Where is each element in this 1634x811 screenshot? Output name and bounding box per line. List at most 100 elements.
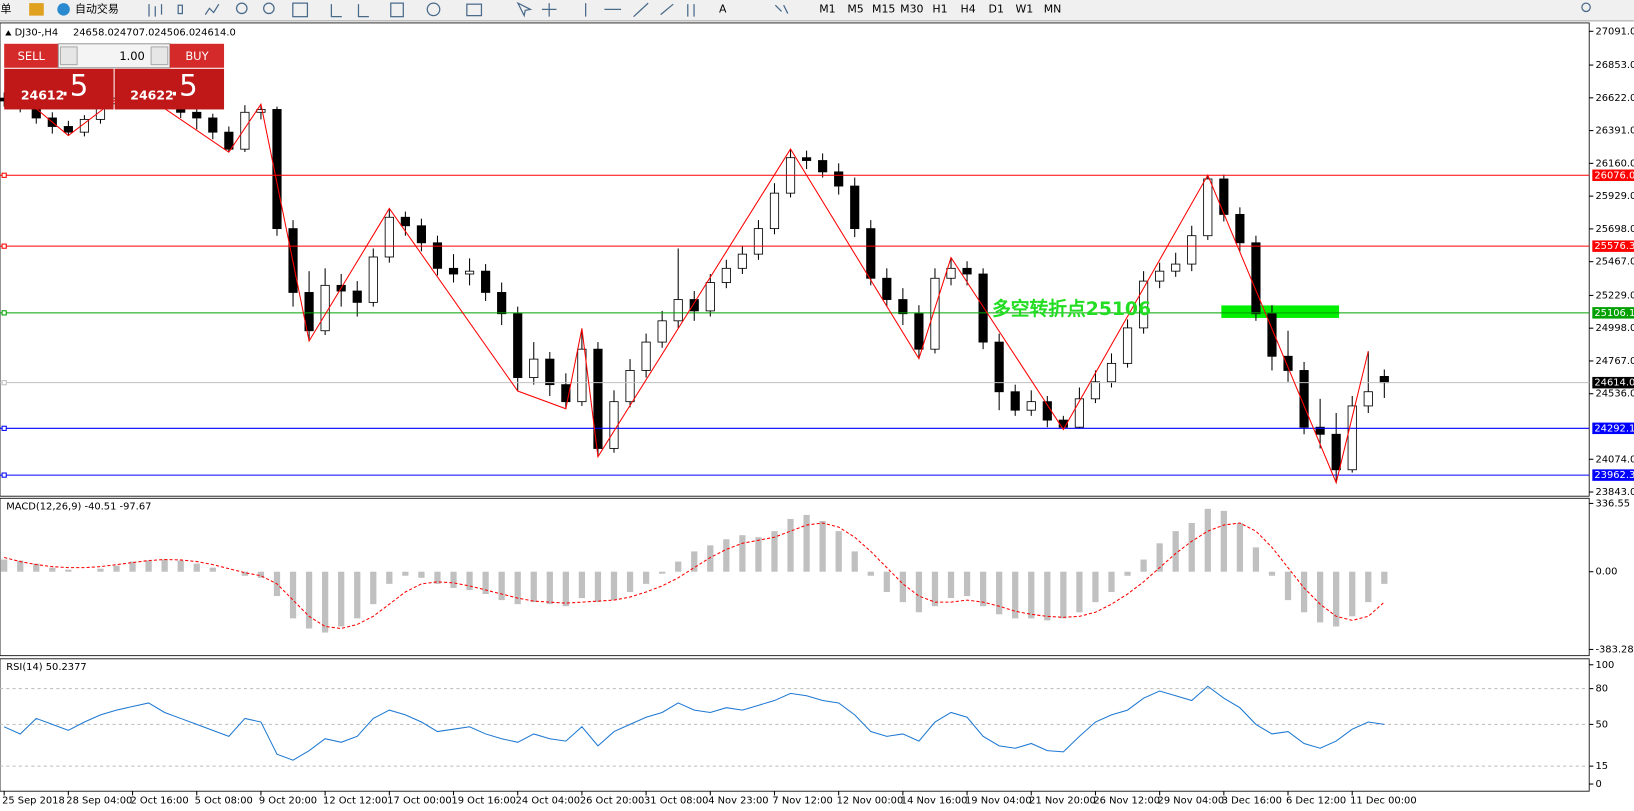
macd-bar [289, 571, 297, 619]
icon-zoom-in[interactable] [235, 2, 248, 15]
y-tick-label: 0 [1595, 779, 1601, 790]
ask-box[interactable] [114, 68, 225, 110]
icon-auto[interactable] [57, 3, 70, 16]
one-click-trading: SELL 1.00 BUY 24612 .5 24622 .5 [4, 43, 225, 110]
icon-cursor[interactable] [516, 1, 533, 18]
macd-bar [867, 571, 874, 576]
timeframe-button[interactable]: H4 [961, 2, 976, 15]
candle-body [818, 160, 828, 173]
timeframe-button[interactable]: M15 [872, 2, 895, 15]
y-tick-label: -383.28 [1595, 644, 1633, 655]
y-tick-label: 24074.0 [1595, 454, 1634, 465]
macd-bar [1044, 571, 1051, 621]
buy-button[interactable] [169, 43, 225, 68]
macd-bar [707, 545, 714, 572]
macd-bar [482, 571, 489, 595]
x-tick-label: 12 Nov 00:00 [837, 796, 904, 807]
quote-value: 24506.0 [154, 27, 195, 38]
candle-body [192, 111, 202, 119]
timeframe-button[interactable]: M1 [819, 2, 835, 15]
timeframe-button[interactable]: MN [1044, 2, 1062, 15]
macd-bar [1092, 571, 1099, 603]
rsi-panel [0, 658, 1590, 792]
x-tick-label: 9 Oct 20:00 [259, 796, 317, 807]
macd-bar [1028, 571, 1035, 619]
level-label: 24614.0 [1594, 378, 1634, 389]
candle-body [497, 292, 507, 315]
candle-body [1363, 391, 1373, 407]
candle-body [272, 109, 282, 230]
x-tick-label: 14 Nov 16:00 [901, 796, 968, 807]
candle-body [561, 384, 571, 403]
y-tick-label: 50 [1595, 719, 1608, 730]
candle-body [673, 299, 683, 322]
timeframe-button[interactable]: H1 [932, 2, 947, 15]
bid-box[interactable] [4, 68, 114, 110]
candle-body [657, 320, 667, 343]
candle-body [1347, 405, 1357, 471]
macd-bar [659, 571, 666, 574]
icon-arrows[interactable] [774, 4, 789, 14]
text-tool[interactable]: A [719, 2, 727, 15]
timeframe-button[interactable]: D1 [989, 2, 1004, 15]
x-tick-label: 3 Dec 16:00 [1222, 796, 1282, 807]
x-tick-label: 31 Oct 08:00 [644, 796, 708, 807]
x-tick-label: 12 Oct 12:00 [323, 796, 387, 807]
macd-bar [1365, 571, 1372, 603]
volume-value[interactable]: 1.00 [119, 49, 145, 63]
icon-draw[interactable] [541, 2, 695, 18]
macd-bar [996, 571, 1003, 615]
macd-bar [578, 571, 586, 599]
auto-trading-button[interactable]: 自动交易 [75, 1, 119, 15]
timeframe-button[interactable]: W1 [1015, 2, 1033, 15]
candle-body [1283, 355, 1293, 371]
icon-indicators[interactable] [390, 2, 404, 18]
level-handle [1, 425, 7, 431]
candle-body [641, 341, 651, 371]
x-tick-label: 2 Oct 16:00 [130, 796, 188, 807]
candle-body [930, 277, 940, 350]
candle-body [1139, 280, 1149, 329]
macd-bar [193, 563, 200, 572]
macd-bar [1220, 510, 1227, 572]
candle-body [368, 256, 378, 303]
macd-panel [0, 497, 1590, 657]
candle-body [1235, 214, 1245, 244]
menu-orders[interactable]: 订单 [0, 2, 12, 15]
volume-up[interactable] [150, 46, 169, 66]
timeframe-button[interactable]: M5 [847, 2, 863, 15]
macd-bar [1300, 571, 1308, 613]
level-handle [1, 243, 7, 249]
macd-bar [113, 565, 120, 572]
candle-body [79, 118, 89, 133]
icon-periods[interactable] [426, 2, 441, 17]
volume-down[interactable] [59, 46, 78, 66]
icon-shift[interactable] [330, 4, 369, 18]
icon-candles[interactable] [177, 4, 183, 15]
icon-bars[interactable] [148, 4, 163, 17]
x-tick-label: 11 Dec 00:00 [1350, 796, 1417, 807]
sell-button[interactable] [4, 43, 59, 68]
candle-body [625, 370, 635, 403]
candle-body [432, 242, 443, 269]
candle-body [256, 109, 266, 113]
timeframe-button[interactable]: M30 [900, 2, 923, 15]
y-tick-label: 100 [1595, 660, 1614, 671]
icon-line[interactable] [204, 3, 220, 15]
candle-body [801, 157, 812, 161]
level-handle [1, 472, 7, 478]
candle-body [978, 273, 988, 343]
icon-tile[interactable] [292, 2, 309, 18]
level-label-bg [1592, 169, 1634, 182]
icon[interactable] [29, 3, 44, 16]
macd-bar [1060, 571, 1067, 619]
icon-search[interactable] [1581, 2, 1591, 13]
icon-zoom-out[interactable] [263, 2, 275, 15]
macd-bar [594, 571, 602, 603]
y-tick-label: 24998.0 [1595, 323, 1634, 334]
level-label: 23962.3 [1594, 470, 1634, 481]
macd-bar [1172, 531, 1179, 572]
macd-bar [963, 571, 971, 597]
icon-templates[interactable] [466, 3, 483, 17]
indicator-title: RSI(14) 50.2377 [6, 662, 86, 673]
